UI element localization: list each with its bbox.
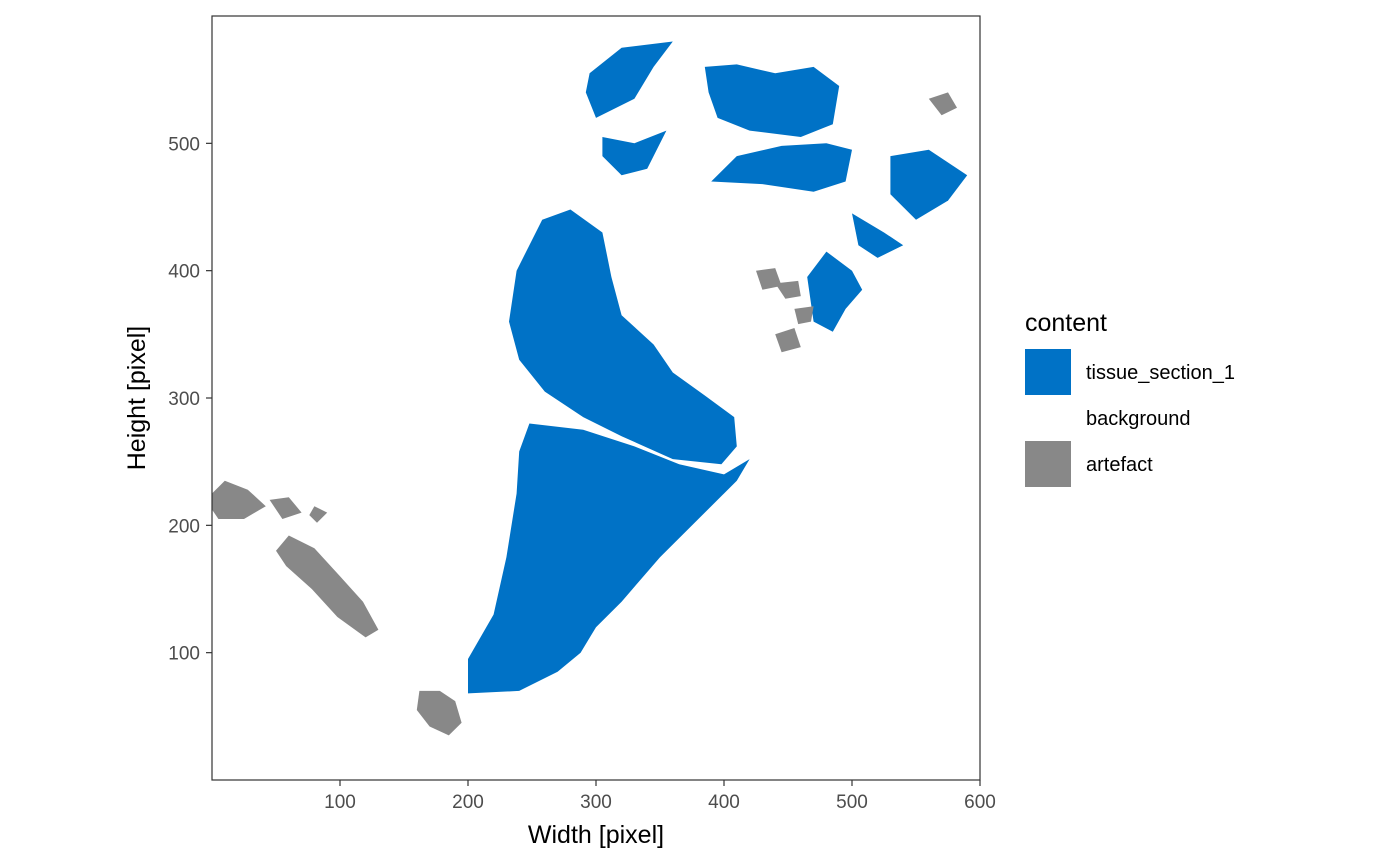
artefact-region-8 xyxy=(794,306,814,325)
artefact-region-5 xyxy=(416,690,462,736)
tissue-section-1-region-8 xyxy=(509,209,737,465)
legend-label-artefact: artefact xyxy=(1086,454,1153,476)
y-axis: 100 200 300 400 500 xyxy=(168,134,212,665)
y-axis-title: Height [pixel] xyxy=(123,326,151,471)
y-tick-label: 300 xyxy=(168,389,200,410)
tissue-section-1-region-6 xyxy=(852,213,904,258)
x-axis-title: Width [pixel] xyxy=(528,821,664,849)
artefact-region-9 xyxy=(775,328,801,353)
y-tick-label: 400 xyxy=(168,262,200,283)
legend: tissue_section_1 background artefact xyxy=(1025,349,1235,487)
legend-key-tissue-section-1 xyxy=(1025,349,1071,395)
artefact-region-3 xyxy=(309,506,328,523)
legend-key-artefact xyxy=(1025,441,1071,487)
tissue-section-1-region-5 xyxy=(890,149,968,220)
legend-title: content xyxy=(1025,309,1107,337)
tissue-section-1-region-9 xyxy=(468,423,750,694)
legend-label-tissue-section-1: tissue_section_1 xyxy=(1086,362,1235,384)
tissue-section-1-region-7 xyxy=(807,251,863,332)
y-tick-label: 500 xyxy=(168,134,200,155)
x-tick-label: 300 xyxy=(580,792,612,813)
tissue-section-1-region-1 xyxy=(585,41,673,118)
x-tick-label: 600 xyxy=(964,792,996,813)
x-tick-label: 200 xyxy=(452,792,484,813)
artefact-region-2 xyxy=(269,497,302,519)
tissue-section-1-region-4 xyxy=(711,143,852,192)
artefact-region-4 xyxy=(276,535,379,638)
x-tick-label: 500 xyxy=(836,792,868,813)
tissue-section-1-region-2 xyxy=(602,130,667,176)
legend-key-background xyxy=(1025,395,1071,441)
artefact-region-6 xyxy=(756,268,782,290)
x-tick-label: 400 xyxy=(708,792,740,813)
artefact-region-7 xyxy=(775,280,801,299)
raster-regions xyxy=(212,41,968,736)
artefact-region-10 xyxy=(928,92,957,116)
legend-label-background: background xyxy=(1086,408,1191,430)
x-tick-label: 100 xyxy=(324,792,356,813)
y-tick-label: 200 xyxy=(168,516,200,537)
artefact-region-1 xyxy=(212,480,266,519)
tissue-section-1-region-3 xyxy=(704,64,840,137)
y-tick-label: 100 xyxy=(168,644,200,665)
x-axis: 100 200 300 400 500 600 xyxy=(324,780,996,813)
